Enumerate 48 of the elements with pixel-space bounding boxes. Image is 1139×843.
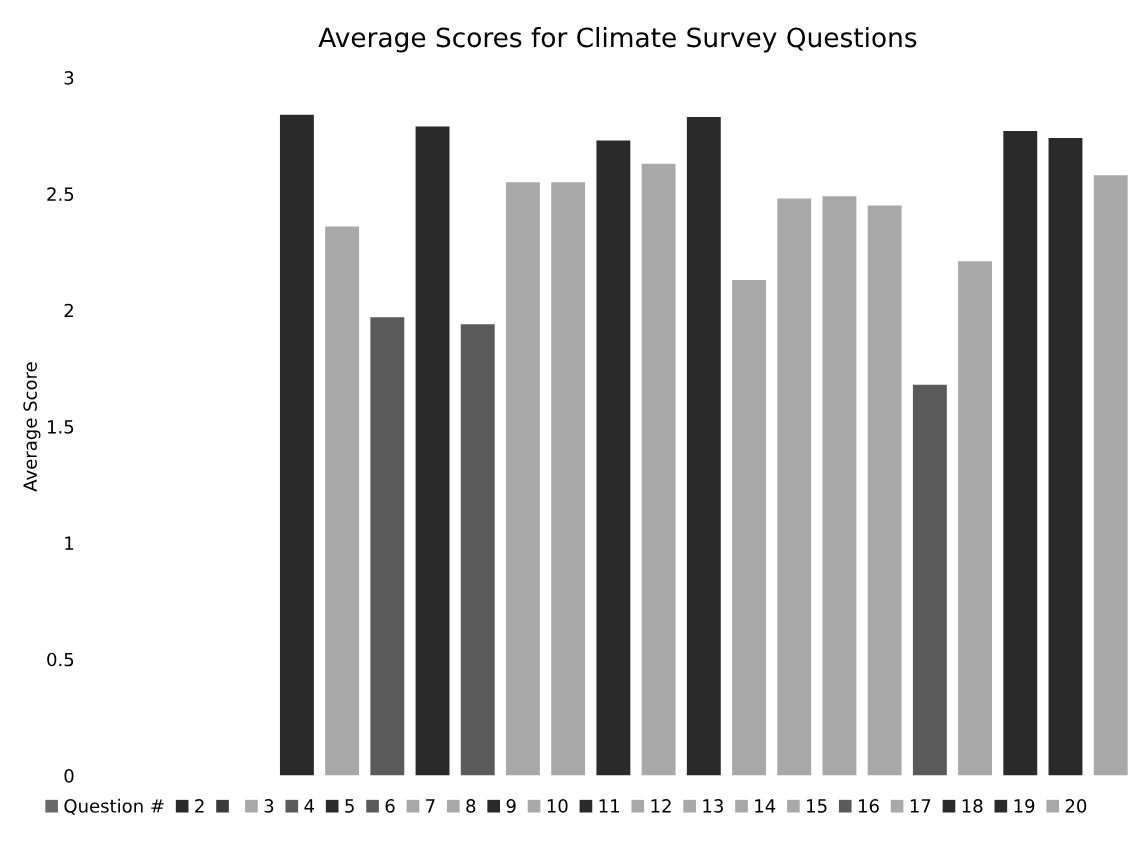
legend-label: 19: [1014, 799, 1035, 813]
legend-label: 16: [858, 799, 879, 813]
chart-title: Average Scores for Climate Survey Questions: [318, 26, 917, 53]
legend-label: 3: [264, 799, 274, 813]
legend-label: 5: [345, 799, 354, 813]
legend-label: 18: [962, 799, 983, 813]
legend-label: 2: [195, 799, 204, 813]
legend-label: 7: [426, 799, 435, 813]
legend-label: Question #: [64, 798, 164, 815]
bar: [551, 182, 586, 776]
legend-label: 17: [910, 799, 931, 813]
legend-label: 14: [755, 799, 776, 813]
bar: [506, 182, 540, 776]
legend-label: 15: [807, 799, 827, 813]
legend-label: 20: [1065, 799, 1087, 813]
legend-label: 6: [385, 799, 395, 813]
y-tick-label: 2: [64, 303, 73, 318]
bar: [912, 384, 947, 776]
legend-label: 13: [703, 799, 723, 813]
bar: [641, 163, 676, 776]
bar: [325, 226, 360, 776]
legend-label: 9: [506, 799, 516, 813]
bar: [415, 126, 450, 776]
y-tick-label: 3: [64, 71, 74, 85]
y-tick-label: 0.5: [47, 652, 74, 667]
y-tick-label: 1: [65, 536, 74, 550]
bar: [777, 198, 812, 776]
bar: [1093, 175, 1128, 776]
bar: [370, 317, 405, 776]
legend-label: 4: [304, 799, 315, 813]
legend-label: 10: [547, 799, 568, 813]
legend-label: 8: [466, 799, 476, 813]
bar: [1048, 138, 1083, 776]
y-tick-label: 0: [64, 769, 74, 783]
legend-label: 11: [599, 799, 619, 813]
bar: [958, 261, 993, 776]
bar: [732, 279, 766, 776]
legend-label: 12: [651, 799, 671, 813]
bar: [1003, 131, 1038, 776]
bar: [460, 324, 495, 776]
bar: [867, 205, 902, 776]
bar: [279, 114, 314, 776]
bar: [686, 117, 721, 776]
y-tick-label: 2.5: [47, 187, 74, 202]
y-axis-title: Average Score: [23, 362, 41, 492]
bar: [596, 140, 631, 776]
bar: [822, 196, 857, 776]
y-tick-label: 1.5: [48, 420, 74, 434]
